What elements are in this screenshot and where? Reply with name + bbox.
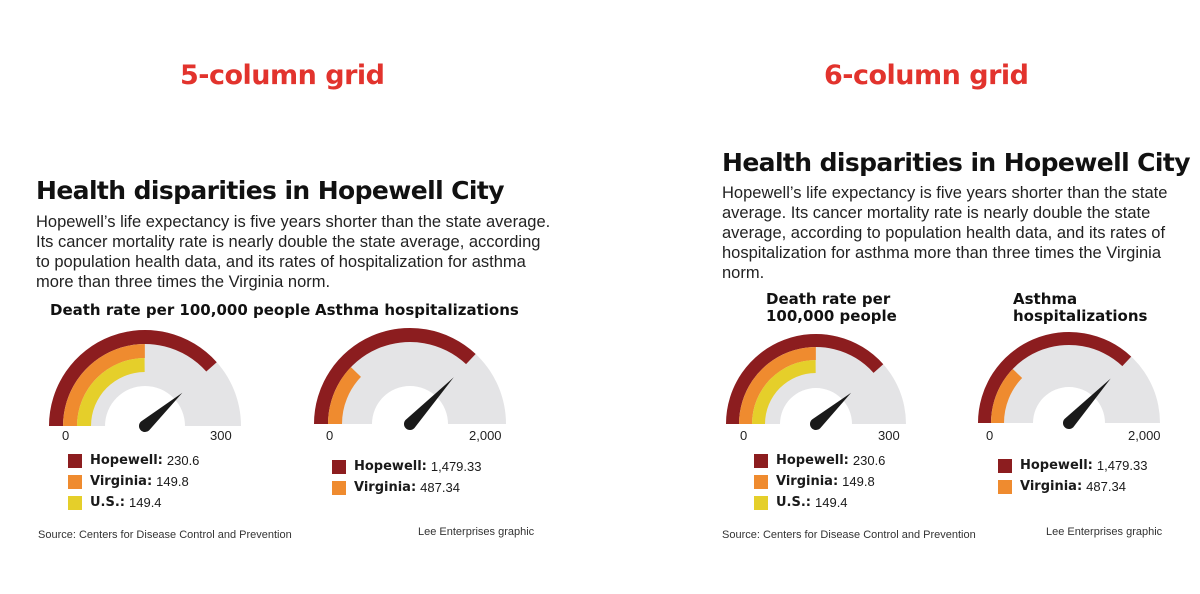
legend-swatch <box>332 459 346 474</box>
gauge-needle <box>1063 378 1111 429</box>
deck-text: Hopewell’s life expectancy is five years… <box>722 184 1168 282</box>
legend-item-hopewell: Hopewell: 230.6 <box>754 450 885 471</box>
legend-swatch <box>754 453 768 468</box>
gauge-needle <box>810 392 852 430</box>
death-rate-max-tick: 300 <box>878 428 900 443</box>
asthma-min-tick: 0 <box>986 428 994 443</box>
headline: Health disparities in Hopewell City <box>36 176 505 205</box>
asthma-max-tick: 2,000 <box>469 428 502 443</box>
legend-swatch <box>754 495 768 510</box>
legend-item-hopewell: Hopewell: 230.6 <box>68 450 199 471</box>
source-note: Source: Centers for Disease Control and … <box>38 529 292 541</box>
legend-label: Hopewell: <box>354 459 427 474</box>
legend-swatch <box>998 458 1012 473</box>
six-column-grid-label: 6-column grid <box>824 60 1029 91</box>
legend-swatch <box>68 453 82 468</box>
gauge-arc-virginia <box>328 367 361 424</box>
legend-swatch <box>332 480 346 495</box>
legend-item-us: U.S.: 149.4 <box>754 492 885 513</box>
death-rate-legend: Hopewell: 230.6 Virginia: 149.8 U.S.: 14… <box>754 450 885 513</box>
legend-label: U.S.: <box>776 495 811 510</box>
legend-value: 149.4 <box>815 495 848 510</box>
legend-value: 230.6 <box>852 453 886 468</box>
credit-note: Lee Enterprises graphic <box>1046 526 1163 538</box>
asthma-title: Asthma hospitalizations <box>1013 290 1148 325</box>
gauge-arc-hopewell <box>978 332 1132 423</box>
legend-item-virginia: Virginia: 149.8 <box>754 471 885 492</box>
legend-swatch <box>998 479 1012 494</box>
death-rate-title: Death rate per 100,000 people <box>50 301 311 319</box>
legend-label: U.S.: <box>90 495 125 510</box>
legend-value: 1,479.33 <box>1096 458 1148 473</box>
legend-label: Hopewell: <box>90 453 163 468</box>
gauge-arc-virginia <box>739 347 816 424</box>
legend-value: 149.8 <box>842 474 875 489</box>
legend-label: Virginia: <box>90 474 153 489</box>
credit-note: Lee Enterprises graphic <box>418 526 535 538</box>
asthma-legend: Hopewell: 1,479.33 Virginia: 487.34 <box>332 456 481 498</box>
deck-text: Hopewell’s life expectancy is five years… <box>36 213 551 291</box>
death-rate-min-tick: 0 <box>740 428 748 443</box>
legend-item-virginia: Virginia: 487.34 <box>998 476 1147 497</box>
legend-value: 149.8 <box>156 474 189 489</box>
legend-item-virginia: Virginia: 487.34 <box>332 477 481 498</box>
asthma-max-tick: 2,000 <box>1128 428 1161 443</box>
legend-item-hopewell: Hopewell: 1,479.33 <box>332 456 481 477</box>
death-rate-min-tick: 0 <box>62 428 70 443</box>
legend-label: Virginia: <box>776 474 839 489</box>
legend-value: 1,479.33 <box>430 459 482 474</box>
legend-swatch <box>68 495 82 510</box>
legend-swatch <box>754 474 768 489</box>
source-note: Source: Centers for Disease Control and … <box>722 529 976 541</box>
death-rate-legend: Hopewell: 230.6 Virginia: 149.8 U.S.: 14… <box>68 450 199 513</box>
asthma-gauge <box>978 332 1160 429</box>
legend-value: 230.6 <box>166 453 200 468</box>
headline: Health disparities in Hopewell City <box>722 148 1191 177</box>
legend-label: Hopewell: <box>1020 458 1093 473</box>
legend-value: 487.34 <box>420 480 460 495</box>
asthma-gauge <box>314 328 506 430</box>
death-rate-gauge <box>49 330 241 432</box>
legend-item-us: U.S.: 149.4 <box>68 492 199 513</box>
gauge-arc-virginia <box>63 344 145 426</box>
gauge-arc-us <box>752 360 816 424</box>
death-rate-gauge <box>726 334 906 430</box>
gauge-arc-hopewell <box>49 330 217 426</box>
gauge-arc-hopewell <box>314 328 476 424</box>
asthma-min-tick: 0 <box>326 428 334 443</box>
legend-value: 149.4 <box>129 495 162 510</box>
legend-label: Virginia: <box>354 480 417 495</box>
asthma-title: Asthma hospitalizations <box>315 301 519 319</box>
five-column-grid-label: 5-column grid <box>180 60 385 91</box>
gauge-arc-virginia <box>991 368 1023 423</box>
gauge-arc-hopewell <box>726 334 884 424</box>
gauge-needle <box>139 392 183 432</box>
legend-label: Hopewell: <box>776 453 849 468</box>
asthma-legend: Hopewell: 1,479.33 Virginia: 487.34 <box>998 455 1147 497</box>
gauge-arc-us <box>77 358 145 426</box>
legend-item-hopewell: Hopewell: 1,479.33 <box>998 455 1147 476</box>
legend-value: 487.34 <box>1086 479 1126 494</box>
legend-label: Virginia: <box>1020 479 1083 494</box>
legend-item-virginia: Virginia: 149.8 <box>68 471 199 492</box>
legend-swatch <box>68 474 82 489</box>
death-rate-max-tick: 300 <box>210 428 232 443</box>
death-rate-title: Death rate per 100,000 people <box>766 290 897 325</box>
gauge-needle <box>404 377 454 430</box>
